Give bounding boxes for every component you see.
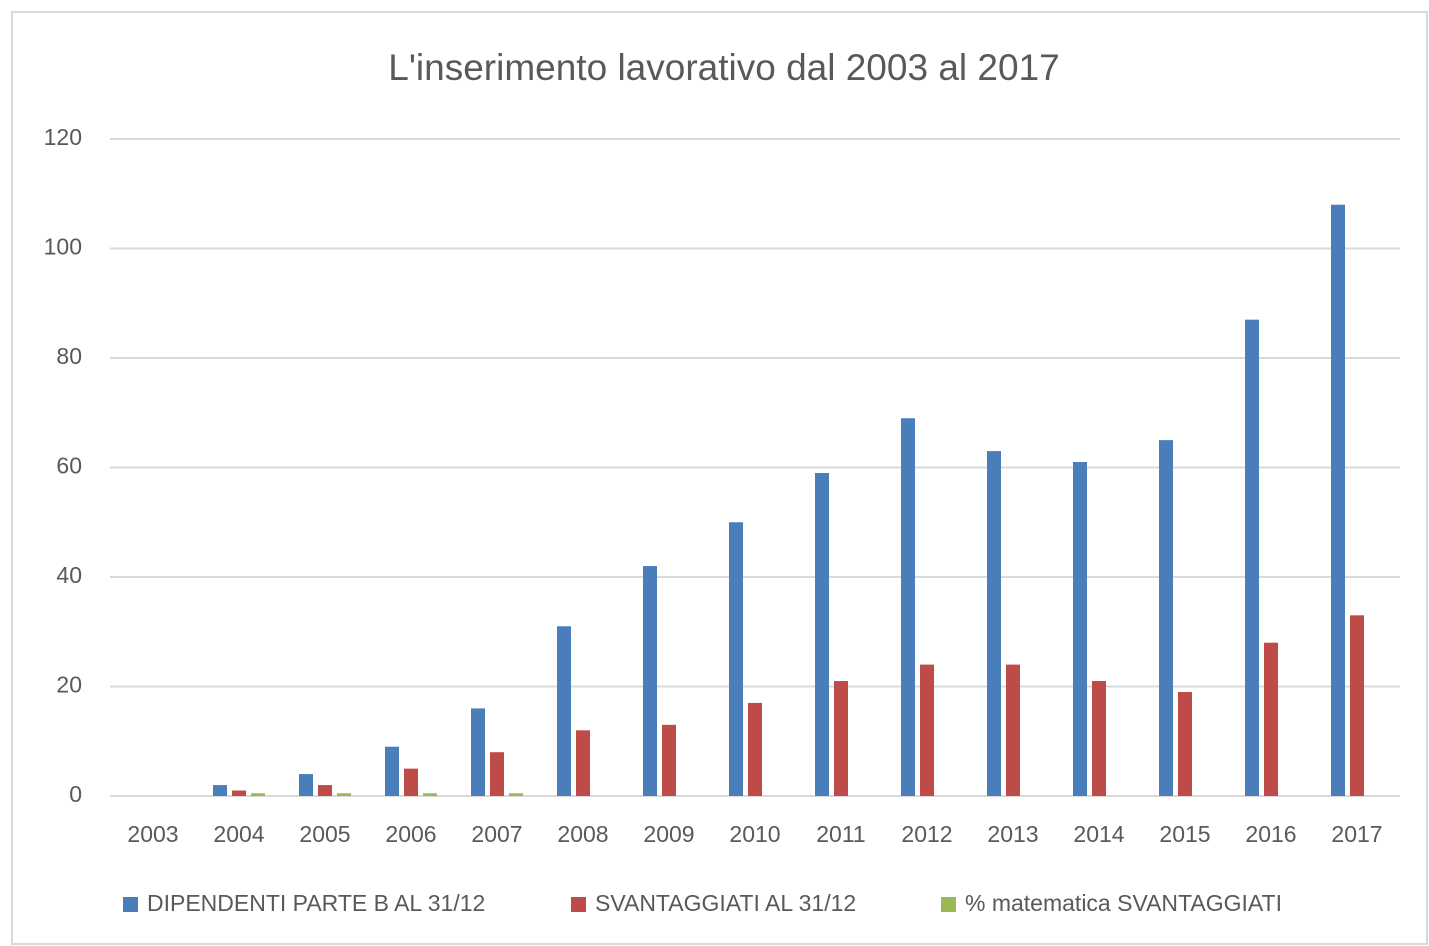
bar [471, 708, 485, 796]
bar [1264, 642, 1278, 796]
x-tick-label: 2013 [987, 821, 1038, 847]
bar [834, 681, 848, 796]
x-tick-label: 2004 [213, 821, 264, 847]
bar [337, 793, 351, 796]
bar [662, 724, 676, 796]
x-tick-label: 2010 [729, 821, 780, 847]
x-tick-label: 2011 [816, 821, 865, 847]
bar [251, 793, 265, 796]
y-tick-label: 120 [44, 124, 82, 150]
bar [213, 785, 227, 796]
x-tick-label: 2012 [901, 821, 952, 847]
bar [318, 785, 332, 796]
x-tick-label: 2015 [1159, 821, 1210, 847]
x-tick-label: 2016 [1245, 821, 1296, 847]
y-tick-label: 60 [56, 453, 82, 479]
legend-swatch [123, 897, 138, 912]
bar [509, 793, 523, 796]
x-tick-label: 2006 [385, 821, 436, 847]
chart-title: L'inserimento lavorativo dal 2003 al 201… [388, 47, 1059, 88]
bar [299, 774, 313, 796]
x-tick-label: 2017 [1331, 821, 1382, 847]
x-tick-label: 2007 [471, 821, 522, 847]
legend-label: SVANTAGGIATI AL 31/12 [595, 890, 856, 916]
bar [576, 730, 590, 796]
y-tick-label: 40 [56, 562, 82, 588]
bar [901, 418, 915, 796]
bar [385, 746, 399, 796]
legend-swatch [571, 897, 586, 912]
legend-label: % matematica SVANTAGGIATI [965, 890, 1282, 916]
y-tick-label: 80 [56, 343, 82, 369]
chart-frame [11, 11, 1428, 945]
x-tick-label: 2003 [127, 821, 178, 847]
bar [643, 566, 657, 796]
y-tick-label: 100 [44, 234, 82, 260]
bar [748, 702, 762, 796]
bar [1350, 615, 1364, 796]
bar [490, 752, 504, 796]
x-tick-label: 2014 [1073, 821, 1124, 847]
y-tick-label: 0 [69, 781, 82, 807]
x-tick-label: 2005 [299, 821, 350, 847]
bar [1245, 319, 1259, 796]
x-tick-label: 2008 [557, 821, 608, 847]
bar [1006, 664, 1020, 796]
bar [729, 522, 743, 796]
legend-swatch [941, 897, 956, 912]
x-tick-label: 2009 [643, 821, 694, 847]
bar [1178, 691, 1192, 796]
bar [557, 626, 571, 796]
bar [423, 793, 437, 796]
legend-label: DIPENDENTI PARTE B AL 31/12 [147, 890, 485, 916]
bar [987, 451, 1001, 796]
bar [920, 664, 934, 796]
bar [815, 472, 829, 796]
bar [232, 790, 246, 796]
bar [1159, 440, 1173, 796]
bar [404, 768, 418, 796]
y-tick-label: 20 [56, 672, 82, 698]
bar [1092, 681, 1106, 796]
bar [1073, 462, 1087, 796]
bar [1331, 204, 1345, 796]
